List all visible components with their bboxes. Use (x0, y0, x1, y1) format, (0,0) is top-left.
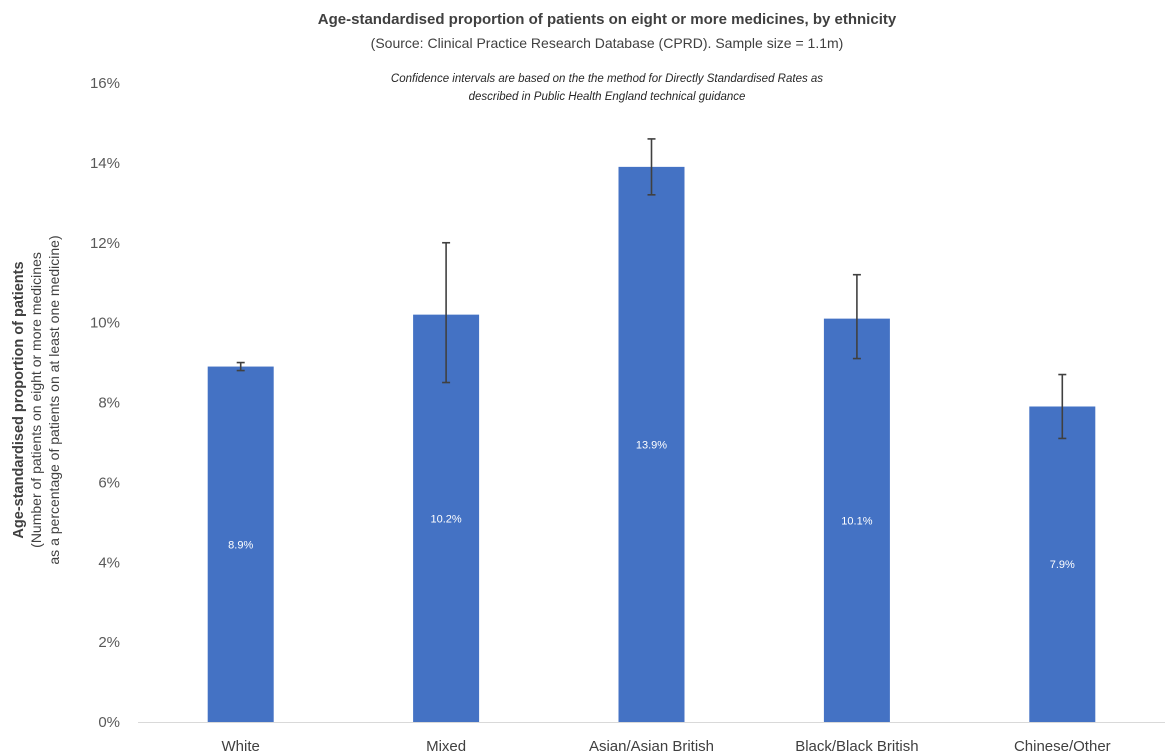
error-bar (1058, 373, 1067, 440)
bar (823, 318, 890, 722)
y-tick-label: 2% (98, 634, 120, 651)
y-tick-label: 16% (90, 75, 120, 92)
y-tick-label: 4% (98, 554, 120, 571)
bar (618, 166, 685, 722)
data-labels: 8.9% 10.2% 13.9% 10.1% 7.9% (228, 439, 1075, 571)
chart-note-line-2: described in Public Health England techn… (469, 91, 746, 103)
chart-note-line-1: Confidence intervals are based on the th… (391, 73, 823, 85)
y-axis-ticks: 0% 2% 4% 6% 8% 10% 12% 14% 16% (90, 75, 120, 731)
x-tick-label: Mixed (426, 738, 466, 755)
y-tick-label: 10% (90, 315, 120, 332)
x-tick-label: White (222, 738, 260, 755)
y-axis-label-sub-line-1: (Number of patients on eight or more med… (28, 252, 44, 548)
bars (207, 166, 1096, 722)
x-axis-ticks: White Mixed Asian/Asian British Black/Black… (222, 738, 1111, 755)
chart-title: Age-standardised proportion of patients … (318, 11, 897, 28)
x-tick-label: Chinese/Other (1014, 738, 1111, 755)
y-tick-label: 6% (98, 474, 120, 491)
chart-subtitle: (Source: Clinical Practice Research Data… (371, 35, 844, 51)
error-bar (442, 241, 451, 384)
data-label: 7.9% (1050, 559, 1075, 571)
x-tick-label: Asian/Asian British (589, 738, 714, 755)
data-label: 13.9% (636, 439, 667, 451)
y-axis-label: Age-standardised proportion of patients … (11, 235, 62, 564)
y-tick-label: 12% (90, 235, 120, 252)
data-label: 10.2% (430, 513, 461, 525)
y-tick-label: 8% (98, 395, 120, 412)
y-tick-label: 14% (90, 155, 120, 172)
error-bar (236, 361, 245, 372)
error-bars (236, 138, 1067, 440)
y-axis-label-sub-line-2: as a percentage of patients on at least … (46, 235, 62, 564)
y-axis-label-main: Age-standardised proportion of patients (11, 261, 27, 538)
x-tick-label: Black/Black British (795, 738, 918, 755)
error-bar (647, 138, 656, 196)
error-bar (852, 273, 861, 360)
bar (1029, 406, 1096, 722)
data-label: 10.1% (841, 515, 872, 527)
y-tick-label: 0% (98, 714, 120, 731)
data-label: 8.9% (228, 539, 253, 551)
bar (207, 366, 274, 722)
